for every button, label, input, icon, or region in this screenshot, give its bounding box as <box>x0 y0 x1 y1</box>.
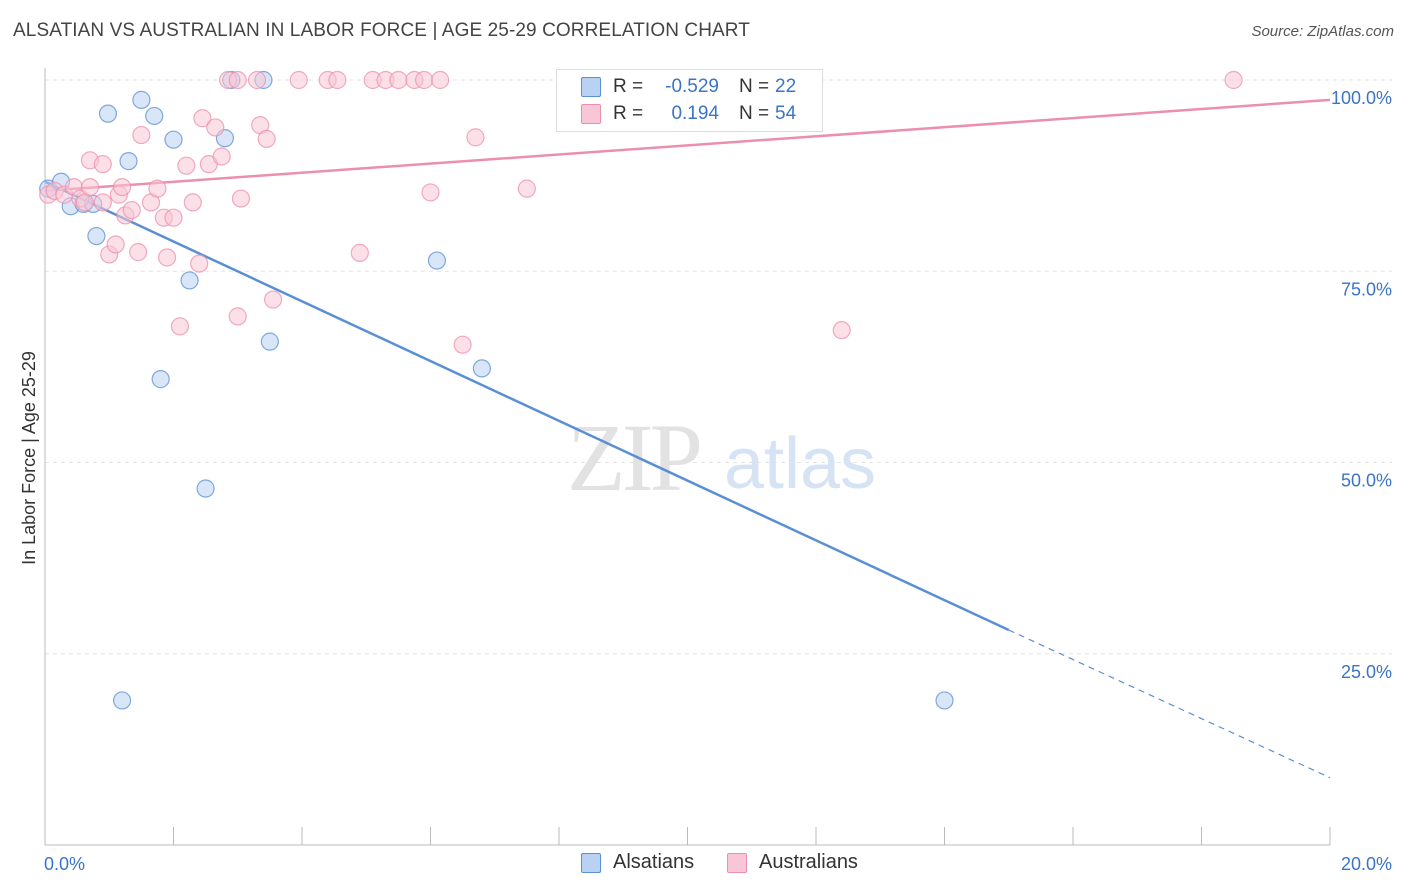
y-tick-label: 25.0% <box>1341 662 1392 682</box>
point-australians <box>164 208 183 227</box>
point-alsatians <box>164 130 183 149</box>
point-alsatians <box>145 106 164 126</box>
point-australians <box>93 193 112 212</box>
legend-r-value: -0.529 <box>665 76 719 97</box>
legend-item-alsatians[interactable]: Alsatians <box>581 851 694 874</box>
point-alsatians <box>151 370 170 389</box>
y-axis-label: In Labor Force | Age 25-29 <box>19 351 39 565</box>
legend-item-australians[interactable]: Australians <box>727 851 858 874</box>
point-australians <box>328 70 347 90</box>
point-australians <box>517 179 536 198</box>
point-australians <box>170 317 190 336</box>
point-alsatians <box>119 151 138 171</box>
point-australians <box>421 183 440 202</box>
legend-n-label: N = <box>739 76 770 97</box>
point-alsatians <box>98 104 118 123</box>
point-australians <box>832 321 851 340</box>
point-australians <box>75 193 94 212</box>
point-australians <box>129 243 148 262</box>
point-australians <box>431 70 450 90</box>
point-australians <box>206 118 225 137</box>
point-australians <box>93 155 112 174</box>
grid-lines <box>45 79 1392 655</box>
point-australians <box>231 189 251 208</box>
point-australians <box>389 70 408 90</box>
legend-swatch-alsatians <box>581 852 601 873</box>
legend-r-label: R = <box>613 103 644 124</box>
point-australians <box>190 254 209 273</box>
point-australians <box>228 70 247 90</box>
point-alsatians <box>196 479 215 498</box>
x-tick-labels: 0.0% 20.0% <box>44 854 1392 874</box>
point-alsatians <box>427 251 447 270</box>
trend-lines <box>44 98 1331 779</box>
point-australians <box>193 109 212 128</box>
chart-title: ALSATIAN VS AUSTRALIAN IN LABOR FORCE | … <box>13 20 750 41</box>
y-tick-label: 75.0% <box>1341 279 1392 299</box>
y-tick-label: 50.0% <box>1341 471 1392 491</box>
data-points <box>39 70 1243 710</box>
trend-line-australians <box>44 98 1331 193</box>
x-tick-label-left: 0.0% <box>44 854 85 874</box>
legend-row-australians: R = 0.194 N = 54 <box>581 102 796 126</box>
point-alsatians <box>87 226 106 246</box>
legend-swatch-australians <box>727 852 747 873</box>
point-alsatians <box>112 691 132 710</box>
trend-line-alsatians <box>44 180 1010 632</box>
point-alsatians <box>132 90 151 109</box>
point-australians <box>263 290 283 309</box>
point-australians <box>80 178 100 197</box>
legend-swatch-australians <box>581 104 601 124</box>
point-australians <box>228 307 247 326</box>
correlation-legend: R = -0.529 N = 22 R = 0.194 N = 54 <box>556 69 823 132</box>
legend-row-alsatians: R = -0.529 N = 22 <box>581 75 796 99</box>
legend-swatch-alsatians <box>581 77 601 97</box>
source-label: Source: ZipAtlas.com <box>1251 23 1394 40</box>
point-australians <box>466 128 485 147</box>
y-tick-labels: 25.0% 50.0% 75.0% 100.0% <box>1331 88 1392 682</box>
y-tick-label: 100.0% <box>1331 88 1392 108</box>
axes <box>44 68 1331 846</box>
point-alsatians <box>935 691 954 710</box>
point-australians <box>453 335 472 354</box>
point-australians <box>183 193 202 212</box>
point-australians <box>212 147 231 166</box>
watermark: ZIP atlas <box>567 404 876 511</box>
point-australians <box>106 235 125 254</box>
point-australians <box>1224 70 1243 90</box>
legend-label-australians: Australians <box>759 851 858 873</box>
point-australians <box>177 156 196 175</box>
series-legend: Alsatians Australians <box>0 851 1406 877</box>
legend-n-label: N = <box>739 103 770 124</box>
point-australians <box>122 200 141 220</box>
point-alsatians <box>260 332 279 351</box>
trend-extension-alsatians <box>1008 629 1331 779</box>
point-australians <box>350 243 369 262</box>
legend-n-value: 54 <box>775 103 797 124</box>
legend-label-alsatians: Alsatians <box>613 851 695 873</box>
point-australians <box>289 70 308 90</box>
legend-r-label: R = <box>613 76 644 97</box>
point-australians <box>132 125 151 145</box>
point-australians <box>414 70 434 90</box>
point-alsatians <box>472 359 491 378</box>
point-australians <box>112 178 132 197</box>
point-australians <box>247 70 267 90</box>
point-alsatians <box>180 271 199 290</box>
watermark-zip: ZIP <box>567 404 700 511</box>
point-australians <box>157 248 177 267</box>
point-australians <box>257 129 276 149</box>
watermark-atlas: atlas <box>724 424 876 504</box>
point-australians <box>148 179 167 198</box>
legend-r-value: 0.194 <box>671 103 719 124</box>
x-tick-label-right: 20.0% <box>1341 854 1392 874</box>
legend-n-value: 22 <box>775 76 797 97</box>
